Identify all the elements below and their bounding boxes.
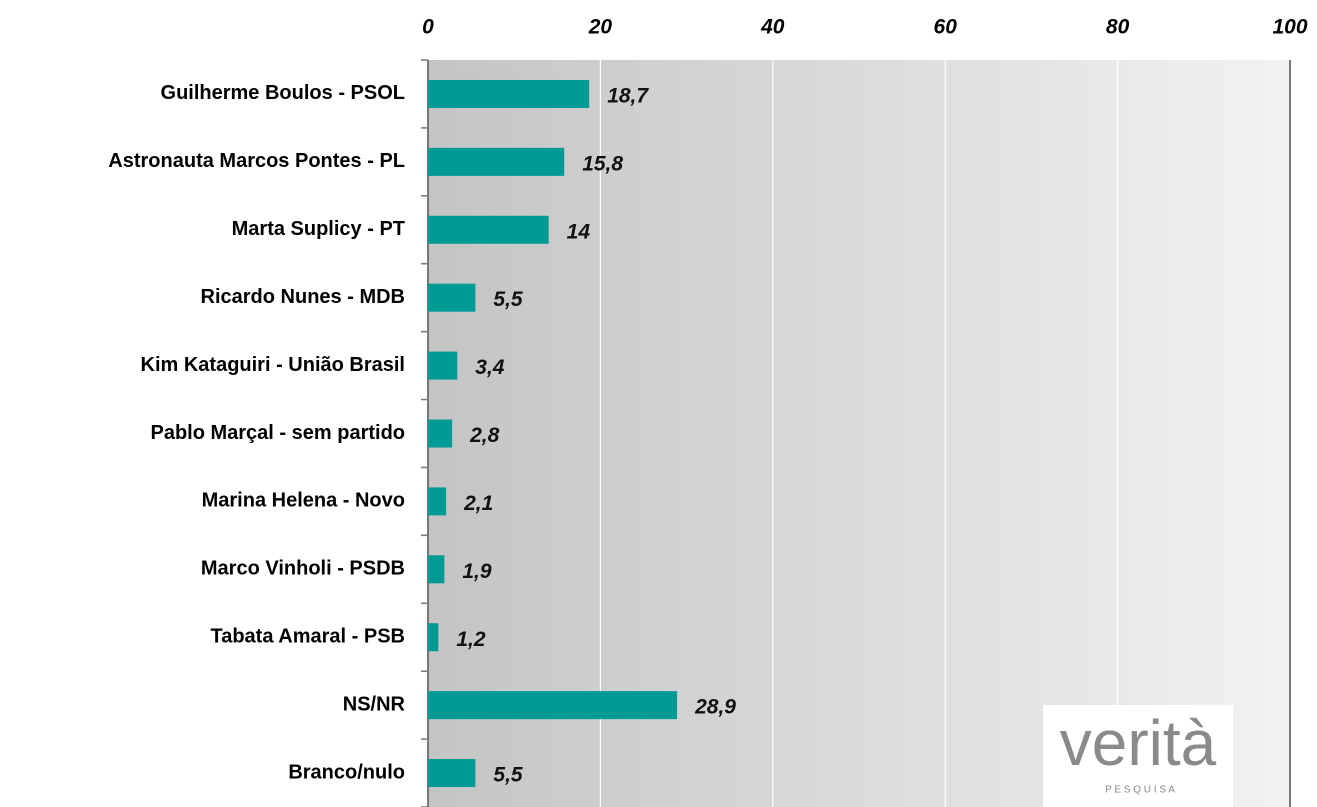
logo-box [1043,705,1233,807]
x-tick-label: 40 [760,16,785,39]
value-label: 28,9 [694,696,736,719]
logo-name: verità [1060,707,1217,779]
logo: verità P E S Q U I S A [1043,705,1233,807]
bar [428,555,445,584]
y-tick-label: Kim Kataguiri - União Brasil [141,354,406,376]
bar [428,623,439,652]
y-tick-label: Guilherme Boulos - PSOL [161,82,405,104]
y-tick-label: Astronauta Marcos Pontes - PL [108,150,405,172]
value-label: 14 [567,220,591,243]
value-label: 1,9 [462,560,492,583]
bar [428,487,447,516]
x-tick-label: 60 [934,16,958,39]
bar [428,215,549,244]
bar [428,283,476,312]
y-tick-label: Pablo Marçal - sem partido [150,422,405,444]
bar [428,147,565,176]
value-label: 5,5 [493,764,523,787]
value-label: 5,5 [493,288,523,311]
y-tick-label: Branco/nulo [288,761,405,783]
value-label: 3,4 [475,356,505,379]
y-tick-label: Tabata Amaral - PSB [210,626,405,648]
y-tick-label: NS/NR [343,693,406,715]
bar [428,419,453,448]
x-tick-label: 20 [588,16,613,39]
x-tick-label: 0 [422,16,434,39]
value-label: 18,7 [607,85,649,108]
x-tick-label: 100 [1272,16,1307,39]
bar [428,759,476,788]
value-label: 15,8 [582,152,623,175]
value-label: 1,2 [456,628,486,651]
plot-area [428,60,1290,807]
bar [428,79,590,108]
value-label: 2,1 [463,492,493,515]
bar [428,691,678,720]
bar [428,351,458,380]
y-tick-label: Marta Suplicy - PT [232,218,405,240]
logo-sub: P E S Q U I S A [1105,785,1175,796]
y-tick-label: Marco Vinholi - PSDB [201,558,405,580]
x-tick-label: 80 [1106,16,1130,39]
value-label: 2,8 [469,424,500,447]
y-tick-label: Marina Helena - Novo [202,490,405,512]
y-tick-label: Ricardo Nunes - MDB [201,286,405,308]
